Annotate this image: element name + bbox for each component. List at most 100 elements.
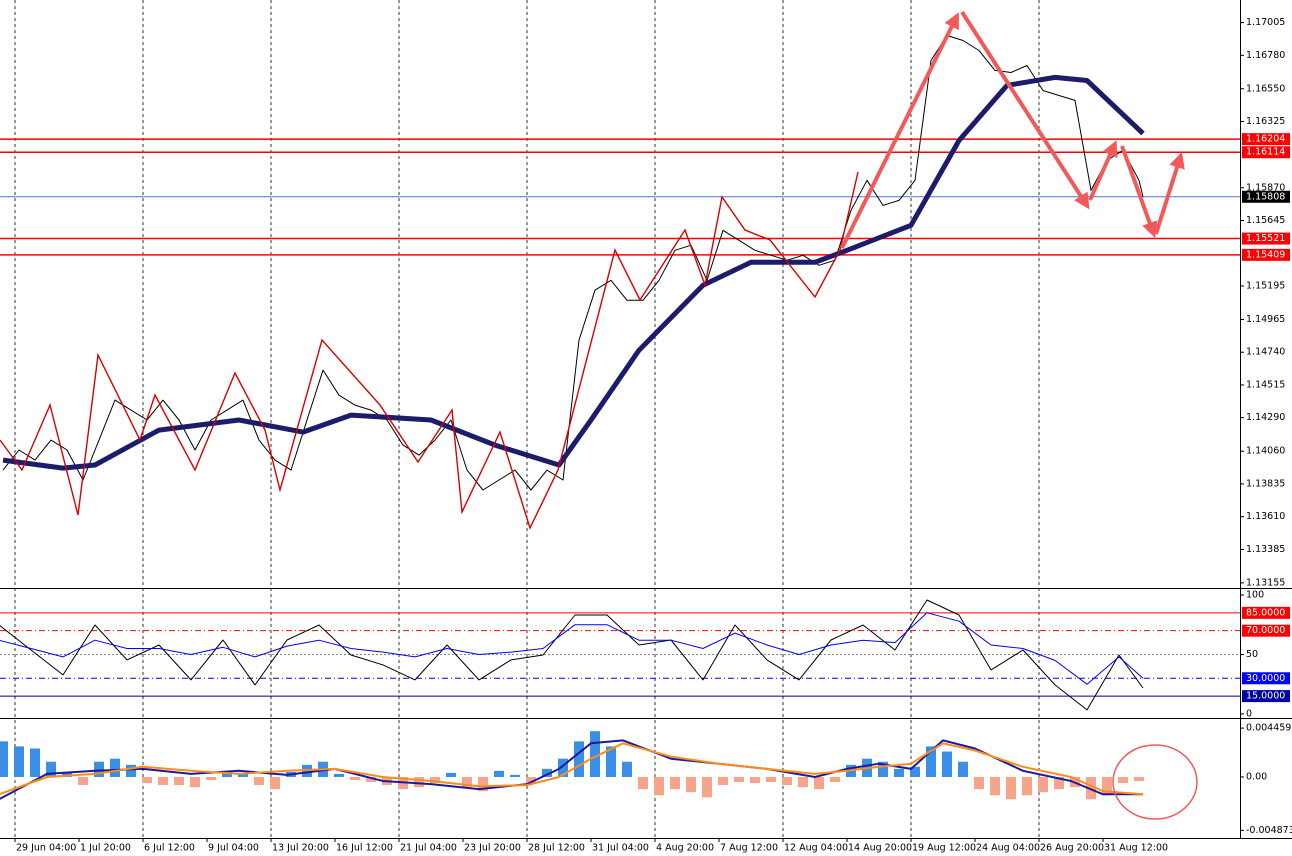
histogram-bar [750,776,760,784]
x-tick-label: 26 Aug 20:00 [1040,843,1104,854]
histogram-bar [814,776,824,790]
histogram-bar [606,746,616,777]
histogram-bar [0,741,8,777]
histogram-bar [734,776,744,783]
histogram-bar [510,774,520,777]
histogram-bar [110,758,120,777]
histogram-bar [430,776,440,784]
x-tick-label: 31 Aug 12:00 [1104,843,1168,854]
y-tick-label: 1.16780 [1246,50,1285,61]
histogram-bar [126,764,136,777]
histogram-bar [798,776,808,788]
price-box [1242,606,1290,619]
histogram-bar [558,758,568,777]
histogram-bar [958,761,968,777]
price-box-label: 1.15409 [1246,249,1285,260]
histogram-bar [766,776,776,783]
price-box [1242,624,1290,637]
histogram-bar [366,776,376,783]
x-tick-label: 4 Aug 20:00 [656,843,714,854]
price-box-label: 1.16114 [1246,147,1285,158]
histogram-bar [1038,776,1048,793]
histogram-bar [590,731,600,777]
plot [0,35,1240,800]
histogram-bar [894,768,904,777]
y-tick-label: 50 [1246,649,1258,660]
histogram-bar [942,751,952,777]
x-tick-label: 31 Jul 04:00 [592,843,649,854]
price-box-label: 85.0000 [1246,607,1285,618]
price-box [1242,690,1290,703]
histogram-bar [1022,776,1032,796]
histogram-bar [190,776,200,788]
series-line [0,599,1144,711]
histogram-bar [78,776,88,786]
histogram-bar [622,761,632,777]
histogram-bar [158,776,168,786]
y-tick-label: -0.004873 [1246,825,1292,836]
x-tick-label: 24 Aug 04:00 [976,843,1040,854]
y-tick-label: 1.13610 [1246,511,1285,522]
histogram-bar [1006,776,1016,800]
histogram-bar [350,776,360,781]
zigzag [0,171,859,530]
series-line [0,742,1144,796]
series-line [0,612,1144,685]
histogram-bar [1118,776,1128,784]
histogram-bar [926,746,936,777]
histogram-bar [14,746,24,777]
histogram-bar [910,766,920,777]
histogram-bar [334,773,344,777]
y-tick-label: 1.13155 [1246,577,1285,588]
histogram-bar [1134,776,1144,782]
x-tick-label: 29 Jun 04:00 [16,843,76,854]
histogram-bar [222,771,232,777]
histogram-bar [254,776,264,786]
histogram-bar [830,776,840,783]
histogram-bar [702,776,712,798]
histogram-bar [974,776,984,790]
histogram-bar [686,776,696,793]
histogram-bar [206,776,216,781]
histogram-bar [174,776,184,786]
y-tick-label: 1.14740 [1246,347,1285,358]
x-tick-label: 1 Jul 20:00 [80,843,131,854]
histogram-bar [638,776,648,790]
histogram-bar [238,773,248,777]
price-box [1242,133,1290,146]
histogram-bar [718,776,728,786]
histogram-bar [1086,776,1096,800]
histogram-bar [62,771,72,777]
x-tick-label: 28 Jul 12:00 [528,843,585,854]
y-tick-label: 1.14290 [1246,412,1285,423]
price-box-label: 70.0000 [1246,625,1285,636]
axis: 1.17005 1.16780 1.16550 1.16325 1.15870 1.156… [14,17,1292,854]
y-tick-label: 0.0044593 [1246,723,1292,734]
histogram-bar [878,761,888,777]
y-tick-label: 1.13835 [1246,478,1285,489]
series-line [2,35,1144,491]
price-box-label: 1.15521 [1246,233,1285,244]
y-tick-label: 1.15195 [1246,280,1285,291]
y-tick-label: 1.14965 [1246,314,1285,325]
histogram-bar [478,776,488,792]
series-line [2,74,1145,471]
price-box-label: 30.0000 [1246,673,1285,684]
histogram-bar [94,761,104,777]
histogram-bar [46,761,56,777]
price-box [1242,232,1290,245]
histogram-bar [542,768,552,777]
y-tick-label: 0 [1246,708,1252,719]
price-box-label: 1.16204 [1246,134,1285,145]
price-box-label: 15.0000 [1246,691,1285,702]
y-tick-label: 1.16550 [1246,83,1285,94]
histogram-bar [990,776,1000,796]
y-tick-label: 1.17005 [1246,17,1285,28]
x-tick-label: 12 Aug 04:00 [784,843,848,854]
x-tick-label: 6 Jul 12:00 [144,843,195,854]
histogram-bar [654,776,664,796]
histogram-bar [574,741,584,777]
